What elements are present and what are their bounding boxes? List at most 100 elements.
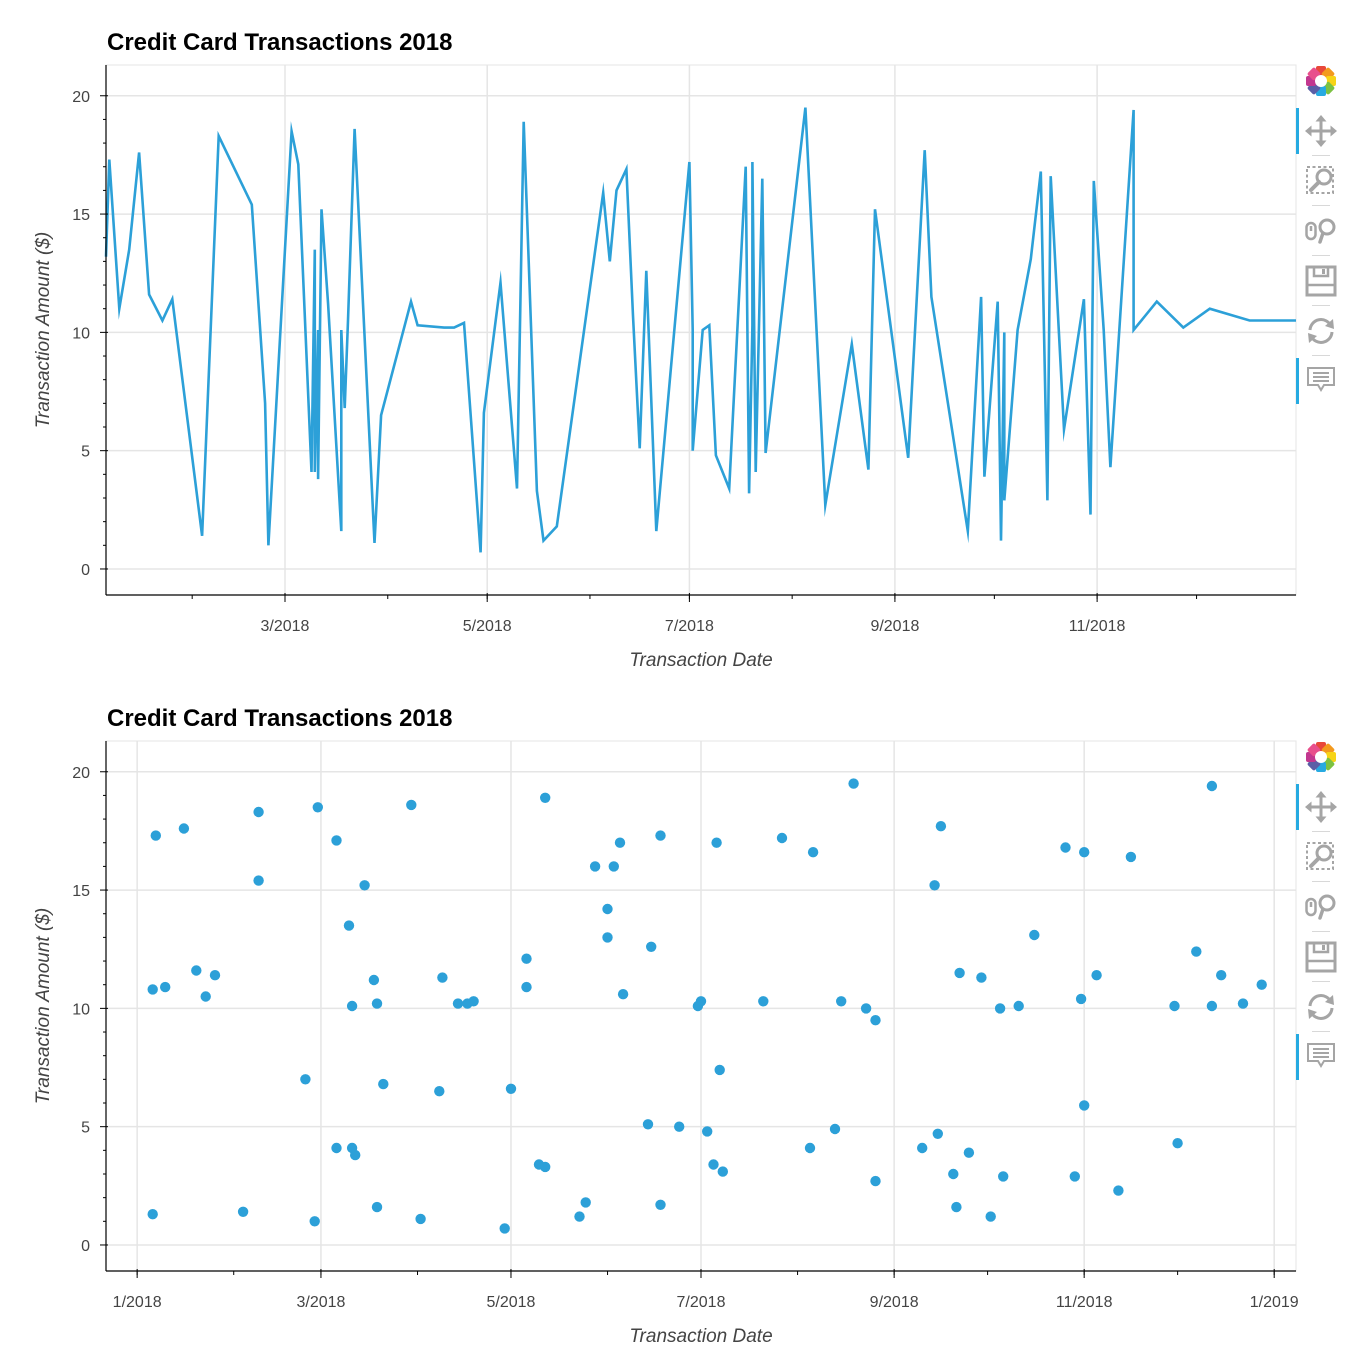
data-point[interactable] — [642, 1119, 654, 1130]
data-point[interactable] — [253, 875, 264, 886]
data-point[interactable] — [954, 967, 965, 979]
line-chart[interactable]: Credit Card Transactions 2018 0 5 10 15 20 3/… — [0, 0, 1371, 676]
data-point[interactable] — [695, 996, 707, 1007]
data-point[interactable] — [1206, 780, 1218, 792]
data-point[interactable] — [804, 1142, 816, 1154]
data-point[interactable] — [1216, 970, 1227, 981]
data-point[interactable] — [836, 996, 847, 1007]
data-point[interactable] — [1237, 998, 1249, 1009]
data-point[interactable] — [415, 1213, 426, 1225]
data-point[interactable] — [346, 1000, 358, 1012]
data-point[interactable] — [776, 832, 788, 844]
data-point[interactable] — [1079, 1100, 1090, 1111]
data-point[interactable] — [963, 1147, 975, 1158]
data-point[interactable] — [602, 903, 613, 915]
data-point[interactable] — [371, 1201, 383, 1213]
wheel-zoom-tool[interactable] — [1296, 206, 1346, 256]
plot-area[interactable] — [147, 778, 1267, 1234]
save-tool[interactable] — [1296, 932, 1346, 982]
data-point[interactable] — [331, 1142, 342, 1154]
box-zoom-tool[interactable] — [1296, 832, 1346, 882]
data-point[interactable] — [1075, 993, 1087, 1005]
data-point[interactable] — [994, 1003, 1006, 1014]
data-point[interactable] — [829, 1123, 841, 1135]
data-point[interactable] — [1079, 847, 1090, 858]
save-tool[interactable] — [1296, 256, 1346, 306]
data-point[interactable] — [300, 1074, 311, 1085]
data-point[interactable] — [1069, 1171, 1081, 1182]
data-point[interactable] — [1125, 851, 1137, 863]
data-point[interactable] — [574, 1211, 585, 1222]
data-point[interactable] — [917, 1142, 928, 1154]
data-point[interactable] — [617, 989, 629, 1000]
data-point[interactable] — [655, 830, 666, 841]
data-point[interactable] — [343, 920, 355, 931]
data-point[interactable] — [702, 1126, 713, 1137]
data-point[interactable] — [521, 981, 532, 993]
data-point[interactable] — [951, 1201, 962, 1213]
data-point[interactable] — [717, 1166, 728, 1177]
reset-tool[interactable] — [1296, 306, 1346, 356]
wheel-zoom-tool[interactable] — [1296, 882, 1346, 932]
data-point[interactable] — [160, 981, 171, 993]
data-point[interactable] — [932, 1128, 943, 1139]
hover-tool[interactable] — [1296, 356, 1346, 406]
data-point[interactable] — [602, 932, 613, 943]
data-point[interactable] — [368, 974, 380, 986]
data-point[interactable] — [998, 1171, 1009, 1182]
data-point[interactable] — [1029, 929, 1040, 941]
data-point[interactable] — [1013, 1000, 1024, 1012]
data-point[interactable] — [1060, 842, 1071, 853]
data-point[interactable] — [608, 861, 619, 872]
data-point[interactable] — [1091, 970, 1102, 981]
data-point[interactable] — [505, 1083, 517, 1094]
data-point[interactable] — [521, 953, 532, 964]
data-point[interactable] — [350, 1149, 361, 1161]
data-point[interactable] — [540, 792, 551, 803]
data-point[interactable] — [499, 1223, 510, 1234]
data-point[interactable] — [870, 1175, 881, 1187]
data-point[interactable] — [237, 1206, 249, 1217]
data-point[interactable] — [200, 991, 211, 1002]
data-point[interactable] — [191, 965, 202, 976]
data-point[interactable] — [309, 1216, 320, 1227]
data-point[interactable] — [150, 830, 161, 841]
data-point[interactable] — [976, 972, 987, 983]
data-point[interactable] — [331, 835, 342, 846]
data-point[interactable] — [711, 837, 722, 848]
data-point[interactable] — [985, 1211, 996, 1222]
data-point[interactable] — [253, 806, 264, 818]
data-point[interactable] — [948, 1168, 959, 1180]
series-line[interactable] — [104, 107, 1296, 553]
data-point[interactable] — [540, 1161, 551, 1173]
data-point[interactable] — [589, 861, 601, 872]
data-point[interactable] — [312, 802, 323, 813]
data-point[interactable] — [860, 1003, 872, 1014]
data-point[interactable] — [708, 1159, 719, 1170]
data-point[interactable] — [378, 1078, 389, 1090]
reset-tool[interactable] — [1296, 982, 1346, 1032]
data-point[interactable] — [758, 996, 769, 1007]
data-point[interactable] — [147, 1209, 158, 1220]
pan-tool[interactable] — [1296, 782, 1346, 832]
data-point[interactable] — [870, 1015, 881, 1026]
pan-tool[interactable] — [1296, 106, 1346, 156]
box-zoom-tool[interactable] — [1296, 156, 1346, 206]
data-point[interactable] — [1206, 1000, 1218, 1012]
data-point[interactable] — [714, 1064, 725, 1076]
data-point[interactable] — [434, 1086, 445, 1097]
data-point[interactable] — [807, 847, 819, 858]
data-point[interactable] — [1256, 979, 1267, 990]
data-point[interactable] — [614, 837, 626, 848]
data-point[interactable] — [371, 998, 383, 1009]
data-point[interactable] — [580, 1197, 591, 1208]
data-point[interactable] — [1113, 1185, 1124, 1196]
data-point[interactable] — [452, 998, 464, 1009]
data-point[interactable] — [1191, 946, 1202, 957]
data-point[interactable] — [1169, 1000, 1180, 1012]
data-point[interactable] — [929, 880, 940, 891]
data-point[interactable] — [848, 778, 859, 789]
data-point[interactable] — [437, 972, 448, 983]
data-point[interactable] — [1172, 1138, 1183, 1149]
data-point[interactable] — [178, 823, 190, 834]
